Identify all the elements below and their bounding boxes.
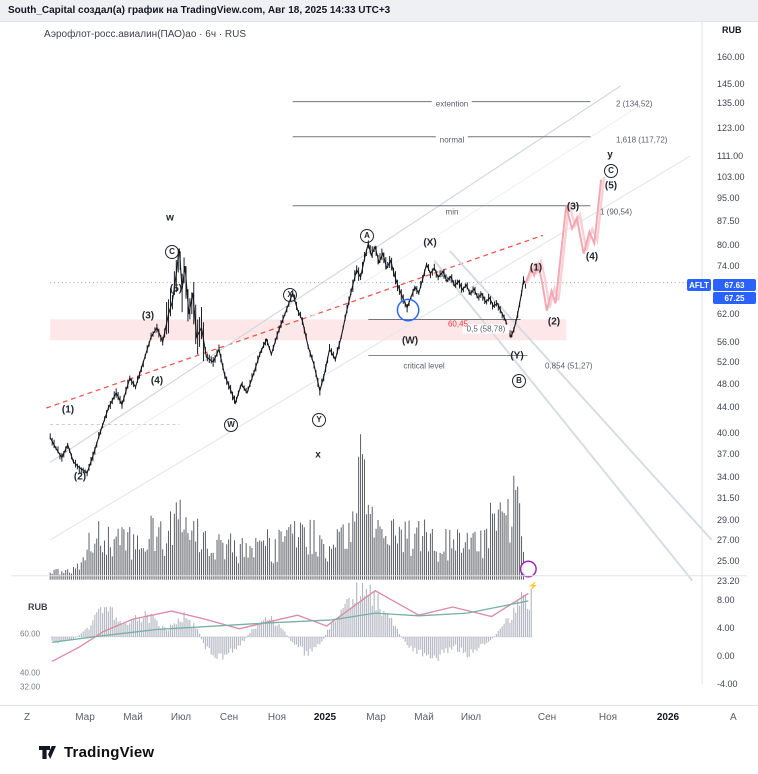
highlight-circle[interactable]	[396, 298, 420, 322]
time-axis-label: Мар	[366, 712, 386, 723]
indicator-currency: RUB	[28, 602, 48, 612]
time-axis-left-edge: Z	[24, 712, 31, 723]
time-axis-label: Сен	[219, 712, 239, 723]
channel-line-mid[interactable]	[92, 105, 641, 457]
time-axis-label: Май	[123, 712, 143, 723]
symbol-title[interactable]: Аэрофлот-росс.авиалин(ПАО)ао · 6ч · RUS	[44, 29, 247, 40]
oscillator-line-pink	[51, 589, 529, 662]
support-zone[interactable]	[50, 319, 567, 341]
descending-line-2[interactable]	[449, 250, 713, 541]
chart-region: Аэрофлот-росс.авиалин(ПАО)ао · 6ч · RUS …	[0, 22, 758, 730]
time-axis-label: 2026	[656, 712, 680, 723]
time-axis-label: Май	[414, 712, 434, 723]
attribution-bar: South_Capital создал(а) график на Tradin…	[0, 0, 758, 22]
oscillator-line-teal	[52, 600, 529, 643]
boost-circle[interactable]	[519, 560, 537, 578]
price-axis-currency: RUB	[722, 25, 742, 35]
time-axis-label: Сен	[537, 712, 557, 723]
ticker-badge: AFLT	[687, 279, 711, 291]
oscillator-histogram	[51, 582, 532, 661]
channel-line-upper[interactable]	[49, 85, 621, 463]
time-axis[interactable]: Z Мар Май Июл Сен Ноя 2025 Мар Май Июл Сен Ноя 2026…	[0, 705, 758, 730]
time-axis-right-edge: A	[730, 712, 737, 723]
price-axis[interactable]	[712, 22, 758, 705]
time-axis-label: Июл	[460, 712, 482, 723]
time-axis-label: Мар	[75, 712, 95, 723]
secondary-price-badge: 67.25	[713, 292, 756, 304]
price-line	[49, 243, 526, 474]
candlestick-series[interactable]	[49, 240, 526, 477]
elliott-projection-path[interactable]	[524, 179, 603, 311]
projection-shadow	[527, 176, 606, 309]
chart-canvas[interactable]	[0, 22, 758, 730]
footer: TradingView	[0, 730, 758, 774]
channel-line-lower[interactable]	[49, 155, 691, 541]
tradingview-logo-icon[interactable]	[38, 744, 57, 760]
time-axis-label: Июл	[170, 712, 192, 723]
volume-bars	[49, 434, 524, 580]
last-price-badge: 67.63	[713, 279, 756, 291]
descending-line-1[interactable]	[433, 259, 694, 582]
time-axis-label: 2025	[313, 712, 337, 723]
time-axis-label: Ноя	[598, 712, 618, 723]
time-axis-label: Ноя	[267, 712, 287, 723]
tradingview-wordmark[interactable]: TradingView	[64, 743, 155, 761]
